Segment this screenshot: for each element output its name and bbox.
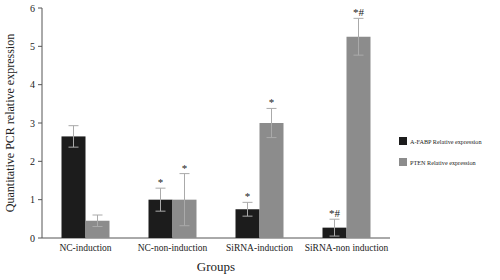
x-axis-label: Groups [197,259,235,274]
error-cap [93,215,103,216]
error-line [247,202,248,216]
y-tick [38,84,42,85]
error-line [97,215,98,227]
y-tick-label: 1 [30,194,35,205]
y-tick-label: 5 [30,41,35,52]
error-bar [354,18,364,55]
legend-label: PTEN Relative expression [410,159,476,166]
y-tick [38,46,42,47]
error-line [160,188,161,211]
error-cap [69,147,79,148]
significance-label: *# [353,6,365,18]
legend-swatch [399,158,407,166]
error-cap [267,137,277,138]
error-cap [243,216,253,217]
error-bar [243,202,253,216]
significance-label: * [269,96,275,108]
y-tick-label: 6 [30,3,35,14]
error-cap [93,226,103,227]
error-cap [180,225,190,226]
error-bar [93,215,103,227]
x-tick-label: SiRNA-induction [226,243,293,253]
y-tick-label: 2 [30,156,35,167]
y-tick [38,238,42,239]
legend-swatch [399,137,407,145]
error-cap [330,236,340,237]
error-bar [69,126,79,147]
x-tick-label: NC-non-induction [138,243,208,253]
y-tick [38,123,42,124]
error-bar [267,108,277,137]
chart: 0 1 2 3 4 5 6 NC-induction NC-non-induction SiRNA… [0,0,500,280]
bar [62,136,86,238]
bar [260,123,284,238]
x-tick-label: NC-induction [59,243,111,253]
error-cap [69,125,79,126]
error-line [184,174,185,226]
legend-label: A-FABP Relative expression [410,138,482,145]
bar [347,37,371,238]
y-axis-label: Quantitative PCR relative expression [3,34,17,212]
significance-label: * [182,162,188,174]
error-line [334,219,335,236]
error-line [358,18,359,55]
significance-label: * [158,176,164,188]
error-bar [180,174,190,226]
error-bar [156,188,166,211]
y-tick-label: 3 [30,118,35,129]
y-tick [38,199,42,200]
error-line [73,126,74,147]
y-tick-label: 0 [30,233,35,244]
y-tick-label: 4 [30,79,35,90]
error-cap [354,55,364,56]
significance-label: * [245,190,251,202]
y-tick [38,8,42,9]
y-tick [38,161,42,162]
x-tick-label: SiRNA-non induction [305,243,389,253]
chart-container: 0 1 2 3 4 5 6 NC-induction NC-non-induction SiRNA… [0,0,500,280]
bars [62,18,371,238]
error-cap [156,211,166,212]
error-line [271,108,272,137]
error-bar [330,219,340,236]
significance-label: *# [329,207,341,219]
